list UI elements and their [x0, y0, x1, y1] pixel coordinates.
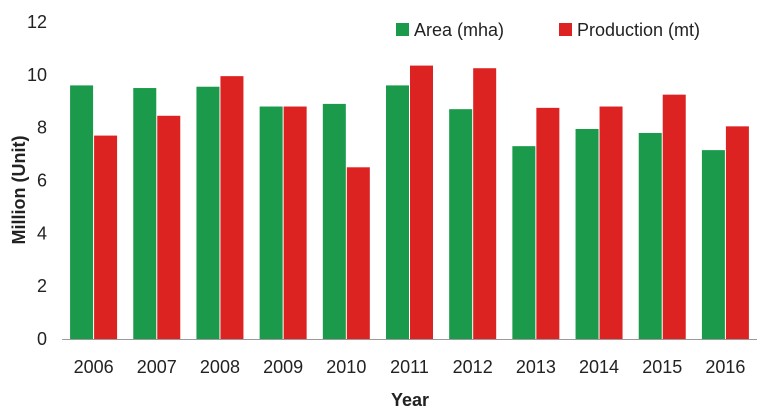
bar-production-2009	[283, 106, 307, 339]
bar-production-2006	[94, 135, 118, 339]
x-tick-label: 2013	[516, 357, 556, 377]
bar-area-2006	[70, 85, 94, 340]
legend: Area (mha) Production (mt)	[396, 20, 700, 40]
bar-area-2011	[386, 85, 409, 340]
x-tick-label: 2010	[326, 357, 366, 377]
legend-swatch-production	[559, 23, 572, 36]
bar-area-2012	[449, 109, 473, 340]
legend-swatch-area	[396, 23, 409, 36]
x-tick-label: 2011	[390, 357, 429, 377]
y-tick-label: 10	[27, 65, 47, 85]
bar-production-2010	[346, 167, 370, 339]
y-tick-label: 2	[37, 276, 47, 296]
bar-production-2011	[410, 65, 433, 339]
bar-production-2016	[725, 126, 749, 339]
x-axis: 2006 2007 2008 2009 2010 2011 2012 2013 2014 2015…	[74, 357, 746, 377]
x-tick-label: 2008	[200, 357, 240, 377]
y-tick-label: 6	[37, 171, 47, 191]
x-tick-label: 2014	[579, 357, 619, 377]
y-tick-label: 12	[27, 12, 47, 32]
bar-production-2008	[220, 76, 244, 340]
legend-label-production: Production (mt)	[577, 20, 700, 40]
bar-production-2014	[599, 106, 623, 339]
bar-production-2013	[536, 107, 560, 339]
bar-area-2016	[701, 150, 725, 339]
bar-production-2007	[157, 115, 181, 339]
x-tick-label: 2012	[453, 357, 493, 377]
x-tick-label: 2016	[705, 357, 745, 377]
y-axis-title: Million (Unit)	[9, 136, 29, 245]
y-tick-label: 8	[37, 118, 47, 138]
x-tick-label: 2009	[263, 357, 303, 377]
bar-area-2010	[322, 103, 346, 339]
bar-area-2007	[133, 88, 157, 339]
bar-area-2013	[512, 146, 536, 339]
y-tick-label: 0	[37, 329, 47, 349]
plot-area	[70, 65, 749, 340]
legend-label-area: Area (mha)	[414, 20, 504, 40]
x-tick-label: 2006	[74, 357, 114, 377]
bar-area-2009	[259, 106, 283, 339]
bar-area-2008	[196, 86, 220, 339]
bar-production-2012	[473, 68, 497, 339]
y-axis: 0 2 4 6 8 10 12	[27, 12, 47, 349]
bar-area-2015	[638, 132, 662, 339]
bar-production-2015	[662, 94, 686, 340]
x-tick-label: 2015	[642, 357, 682, 377]
bar-area-2014	[575, 128, 599, 339]
y-tick-label: 4	[37, 223, 47, 243]
x-axis-title: Year	[391, 390, 429, 410]
x-tick-label: 2007	[137, 357, 177, 377]
